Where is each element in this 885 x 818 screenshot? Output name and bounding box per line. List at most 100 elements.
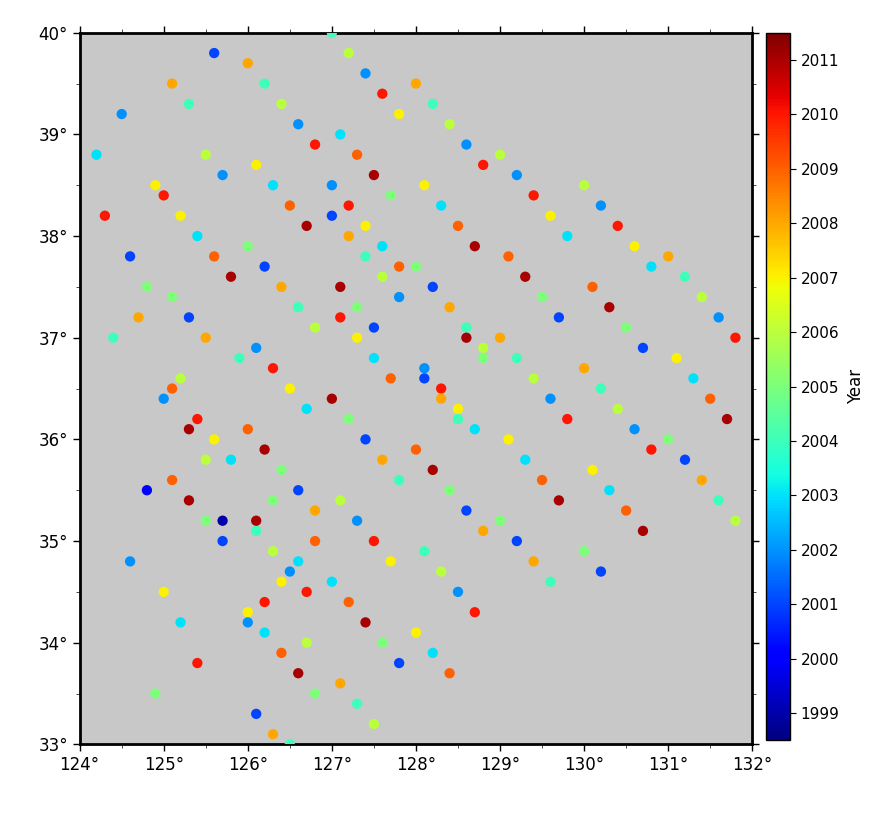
Point bbox=[366, 352, 381, 365]
Point bbox=[467, 605, 481, 618]
Point bbox=[258, 596, 272, 609]
Point bbox=[493, 331, 507, 344]
Point bbox=[333, 676, 347, 690]
Point bbox=[560, 412, 574, 425]
Point bbox=[450, 402, 465, 416]
Point bbox=[417, 178, 431, 191]
Point bbox=[409, 626, 423, 639]
Point bbox=[299, 219, 313, 232]
Point bbox=[426, 646, 440, 659]
Point bbox=[392, 260, 406, 273]
Point bbox=[611, 219, 625, 232]
Point bbox=[249, 708, 263, 721]
Point bbox=[442, 301, 457, 314]
Point bbox=[594, 199, 608, 212]
Point bbox=[198, 515, 212, 528]
Point bbox=[173, 209, 188, 222]
Point bbox=[123, 555, 137, 568]
Point bbox=[527, 555, 541, 568]
Point bbox=[712, 311, 726, 324]
Point bbox=[603, 483, 617, 497]
Point bbox=[535, 474, 549, 487]
Point bbox=[282, 565, 296, 578]
Point bbox=[366, 534, 381, 547]
Point bbox=[165, 77, 179, 90]
Point bbox=[181, 423, 196, 436]
Point bbox=[342, 596, 356, 609]
Point bbox=[342, 199, 356, 212]
Point bbox=[686, 372, 700, 385]
Point bbox=[224, 453, 238, 466]
Point bbox=[366, 321, 381, 334]
Point bbox=[435, 392, 449, 405]
Point bbox=[291, 301, 305, 314]
Point bbox=[435, 565, 449, 578]
Y-axis label: Year: Year bbox=[847, 369, 865, 404]
Point bbox=[358, 67, 373, 80]
Point bbox=[299, 636, 313, 649]
Point bbox=[594, 382, 608, 395]
Point bbox=[409, 260, 423, 273]
Point bbox=[627, 240, 642, 253]
Point bbox=[358, 616, 373, 629]
Point bbox=[383, 555, 397, 568]
Point bbox=[510, 534, 524, 547]
Point bbox=[350, 515, 364, 528]
Point bbox=[585, 281, 599, 294]
Point bbox=[442, 667, 457, 680]
Point bbox=[426, 97, 440, 110]
Point bbox=[358, 219, 373, 232]
Point bbox=[551, 311, 566, 324]
Point bbox=[442, 118, 457, 131]
Point bbox=[366, 169, 381, 182]
Point bbox=[274, 646, 289, 659]
Point bbox=[510, 169, 524, 182]
Point bbox=[459, 504, 473, 517]
Point bbox=[325, 392, 339, 405]
Point bbox=[678, 270, 692, 283]
Point bbox=[282, 382, 296, 395]
Point bbox=[476, 352, 490, 365]
Point bbox=[619, 321, 633, 334]
Point bbox=[148, 687, 162, 700]
Point bbox=[678, 453, 692, 466]
Point bbox=[249, 341, 263, 354]
Point bbox=[712, 494, 726, 507]
Point bbox=[258, 260, 272, 273]
Point bbox=[720, 412, 734, 425]
Point bbox=[551, 494, 566, 507]
Point bbox=[148, 178, 162, 191]
Point bbox=[258, 626, 272, 639]
Point bbox=[181, 311, 196, 324]
Point bbox=[627, 423, 642, 436]
Point bbox=[728, 331, 743, 344]
Point bbox=[333, 494, 347, 507]
Point bbox=[350, 331, 364, 344]
Point bbox=[493, 148, 507, 161]
Point bbox=[241, 240, 255, 253]
Point bbox=[358, 433, 373, 446]
Point bbox=[97, 209, 112, 222]
Point bbox=[181, 494, 196, 507]
Point bbox=[366, 717, 381, 730]
Point bbox=[375, 88, 389, 101]
Point bbox=[215, 515, 229, 528]
Point bbox=[703, 392, 717, 405]
Point bbox=[190, 657, 204, 670]
Point bbox=[577, 178, 591, 191]
Point bbox=[241, 605, 255, 618]
Point bbox=[518, 270, 532, 283]
Point bbox=[258, 443, 272, 456]
Point bbox=[181, 97, 196, 110]
Point bbox=[190, 230, 204, 243]
Point bbox=[501, 433, 515, 446]
Point bbox=[594, 565, 608, 578]
Point bbox=[543, 392, 558, 405]
Point bbox=[198, 148, 212, 161]
Point bbox=[409, 77, 423, 90]
Point bbox=[114, 107, 128, 120]
Point bbox=[669, 352, 683, 365]
Point bbox=[417, 372, 431, 385]
Point bbox=[215, 169, 229, 182]
Point bbox=[459, 321, 473, 334]
